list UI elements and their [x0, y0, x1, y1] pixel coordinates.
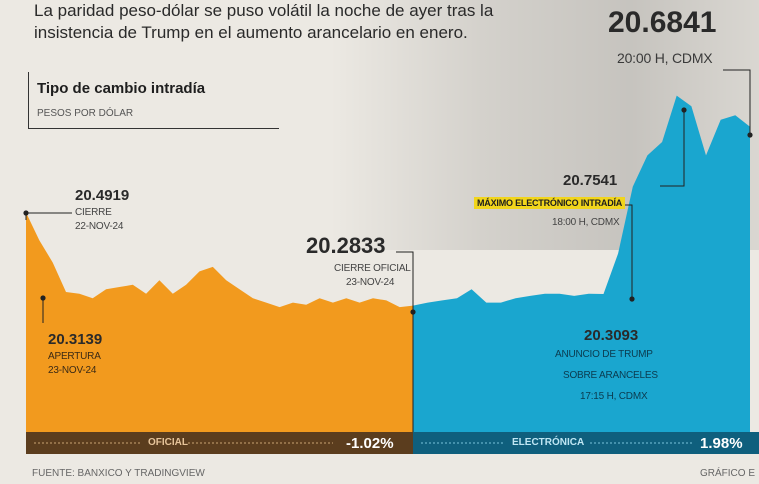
anuncio-value: 20.3093 [584, 327, 639, 344]
leader-oficial [396, 251, 414, 312]
oficial-date: 23-NOV-24 [346, 277, 395, 288]
intro-text: La paridad peso-dólar se puso volátil la… [34, 1, 494, 42]
bar-electronica [413, 432, 759, 454]
apertura-label: APERTURA [48, 351, 101, 362]
oficial-label: CIERRE OFICIAL [334, 263, 411, 274]
apertura-date: 23-NOV-24 [48, 365, 97, 376]
chart-title-box: Tipo de cambio intradía PESOS POR DÓLAR [28, 72, 279, 129]
area-oficial [26, 212, 413, 432]
maximo-time: 18:00 H, CDMX [552, 217, 620, 228]
anuncio-label-1: ANUNCIO DE TRUMP [555, 349, 653, 360]
oficial-value: 20.2833 [306, 233, 386, 258]
point-headline [747, 132, 753, 138]
leader-maximo-peak [660, 110, 685, 187]
bar-oficial [26, 432, 413, 454]
point-maximo [681, 107, 687, 113]
point-apertura [40, 295, 46, 301]
cierre-value: 20.4919 [75, 187, 130, 204]
point-anuncio [629, 296, 635, 302]
area-electronica [413, 95, 750, 432]
maximo-label: MÁXIMO ELECTRÓNICO INTRADÍA [474, 197, 626, 209]
chart-title: Tipo de cambio intradía [37, 80, 206, 97]
leader-cierre [25, 212, 72, 220]
headline-time: 20:00 H, CDMX [617, 50, 713, 66]
anuncio-label-2: SOBRE ARANCELES [563, 370, 658, 381]
footer-credit: GRÁFICO E [700, 468, 756, 479]
anuncio-time: 17:15 H, CDMX [580, 391, 648, 402]
chart-subtitle: PESOS POR DÓLAR [37, 108, 134, 119]
bar-oficial-label: OFICIAL [148, 437, 188, 448]
cierre-date: 22-NOV-24 [75, 221, 124, 232]
bar-electronica-label: ELECTRÓNICA [512, 437, 585, 448]
point-oficial [410, 309, 416, 315]
bar-oficial-pct: -1.02% [346, 435, 394, 452]
headline-value: 20.6841 [608, 6, 717, 39]
maximo-value: 20.7541 [563, 172, 618, 189]
leader-maximo [624, 204, 633, 299]
bar-electronica-pct: 1.98% [700, 435, 743, 452]
apertura-value: 20.3139 [48, 331, 103, 348]
footer-source: FUENTE: BANXICO Y TRADINGVIEW [32, 468, 205, 479]
point-cierre [23, 210, 29, 216]
cierre-label: CIERRE [75, 207, 112, 218]
leader-headline [723, 69, 751, 135]
